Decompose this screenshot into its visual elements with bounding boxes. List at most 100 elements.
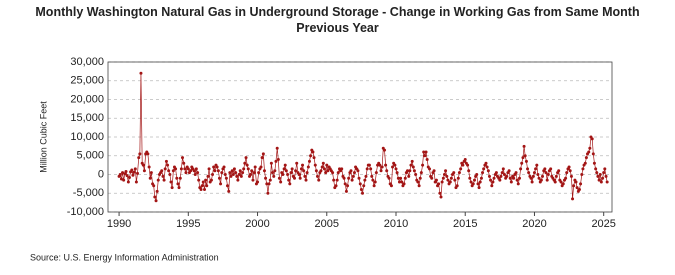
data-point — [130, 168, 134, 172]
data-point — [211, 173, 215, 176]
data-point — [475, 173, 479, 176]
x-tick-label: 1990 — [107, 218, 131, 230]
data-point — [326, 169, 330, 173]
data-point — [137, 156, 141, 160]
data-point — [321, 161, 325, 165]
data-point — [184, 171, 188, 175]
data-point — [418, 176, 422, 180]
data-point — [367, 163, 371, 167]
x-tick-label: 2020 — [522, 218, 546, 230]
data-point — [583, 161, 587, 165]
data-point — [274, 159, 278, 163]
data-point — [455, 184, 459, 188]
data-point — [557, 169, 561, 173]
data-point — [364, 174, 368, 178]
data-point — [434, 178, 438, 182]
data-point — [522, 144, 526, 148]
data-point — [402, 182, 406, 186]
data-point — [225, 184, 229, 188]
data-point — [521, 156, 525, 160]
data-point — [469, 180, 473, 184]
y-tick-label: -10,000 — [67, 206, 104, 218]
data-point — [256, 180, 260, 184]
data-point — [346, 184, 350, 188]
data-point — [288, 182, 292, 186]
data-point — [520, 161, 524, 165]
data-point — [518, 176, 522, 180]
data-point — [487, 174, 491, 178]
data-point — [459, 167, 463, 171]
data-point — [461, 163, 465, 167]
data-point — [131, 173, 135, 177]
data-point — [147, 165, 151, 169]
data-point — [530, 180, 534, 184]
data-point — [439, 195, 443, 199]
data-point — [227, 189, 231, 193]
data-point — [260, 156, 264, 160]
data-point — [532, 171, 536, 175]
data-point — [416, 180, 420, 184]
data-point — [516, 182, 520, 186]
data-point — [409, 163, 413, 167]
data-point — [201, 180, 205, 184]
data-point — [209, 178, 213, 182]
data-point — [344, 189, 348, 193]
x-tick-label: 2005 — [315, 218, 339, 230]
data-point — [275, 146, 279, 150]
data-point — [422, 150, 426, 154]
data-point — [167, 169, 171, 173]
data-point — [508, 176, 512, 180]
data-point — [514, 171, 518, 175]
data-point — [236, 178, 240, 182]
y-tick-label: 20,000 — [70, 93, 104, 105]
data-point — [204, 178, 208, 182]
data-point — [213, 169, 217, 173]
plot-frame — [107, 61, 613, 213]
data-point — [539, 178, 543, 182]
data-point — [317, 178, 321, 182]
data-point — [309, 154, 313, 158]
data-point — [183, 167, 187, 171]
data-point — [577, 188, 581, 191]
data-point — [449, 176, 453, 180]
data-point — [596, 174, 600, 178]
data-point — [482, 167, 486, 171]
data-point — [342, 176, 346, 180]
data-point — [149, 171, 153, 175]
data-point — [174, 167, 178, 171]
data-point — [536, 173, 540, 176]
data-point — [598, 173, 602, 176]
y-tick-label: 25,000 — [70, 75, 104, 87]
data-point — [456, 176, 460, 180]
data-point — [231, 173, 235, 176]
data-point — [297, 173, 301, 176]
data-point — [512, 176, 516, 180]
x-tick-label: 2015 — [453, 218, 477, 230]
data-point — [272, 174, 276, 178]
data-point — [304, 178, 308, 182]
data-point — [169, 180, 173, 184]
data-point — [257, 171, 261, 175]
data-point — [241, 171, 245, 175]
data-point — [295, 161, 299, 165]
data-point — [252, 171, 256, 175]
data-point — [155, 189, 159, 193]
data-point — [584, 156, 588, 160]
data-point — [205, 184, 209, 188]
data-point — [219, 182, 223, 186]
data-point — [301, 163, 305, 167]
data-point — [430, 176, 434, 180]
data-point — [545, 178, 549, 182]
data-point — [379, 169, 383, 173]
data-point — [279, 180, 283, 184]
data-point — [448, 180, 452, 184]
data-point — [180, 156, 184, 160]
data-point — [196, 171, 200, 175]
data-point — [305, 171, 309, 175]
data-point — [378, 163, 382, 167]
data-point — [359, 188, 363, 191]
data-point — [365, 167, 369, 171]
data-point — [417, 184, 421, 188]
data-point — [594, 167, 598, 171]
data-point — [505, 174, 509, 178]
